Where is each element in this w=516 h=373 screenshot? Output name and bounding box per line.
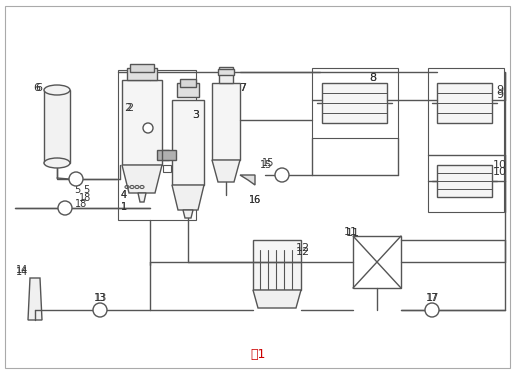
Text: 10: 10 xyxy=(493,160,507,170)
Polygon shape xyxy=(172,185,204,210)
Text: 7: 7 xyxy=(239,83,247,93)
Polygon shape xyxy=(122,165,162,193)
Text: 2: 2 xyxy=(126,103,134,113)
Text: 4: 4 xyxy=(121,190,127,200)
Text: 11: 11 xyxy=(346,228,360,238)
Bar xyxy=(163,165,171,172)
Text: 3: 3 xyxy=(192,110,200,120)
Text: 16: 16 xyxy=(249,195,261,205)
Circle shape xyxy=(425,303,439,317)
Polygon shape xyxy=(183,210,193,218)
Bar xyxy=(122,80,162,165)
Text: 11: 11 xyxy=(344,227,358,237)
Ellipse shape xyxy=(44,158,70,168)
Bar xyxy=(177,83,199,97)
Text: 18: 18 xyxy=(79,193,91,203)
Text: 16: 16 xyxy=(249,195,261,205)
Text: 8: 8 xyxy=(369,73,377,83)
Ellipse shape xyxy=(44,85,70,95)
Text: 6: 6 xyxy=(36,83,42,93)
Text: 4: 4 xyxy=(121,190,127,200)
Bar xyxy=(130,64,154,72)
Text: 1: 1 xyxy=(121,202,127,212)
Circle shape xyxy=(143,123,153,133)
Text: 7: 7 xyxy=(239,83,247,93)
Bar xyxy=(312,68,398,138)
Text: 12: 12 xyxy=(296,243,310,253)
Bar xyxy=(253,240,301,290)
Text: 5: 5 xyxy=(83,185,89,195)
Text: 1: 1 xyxy=(121,202,127,212)
Text: 2: 2 xyxy=(124,103,132,113)
Bar xyxy=(162,150,176,160)
Bar xyxy=(437,165,492,197)
Bar xyxy=(127,68,157,80)
Bar xyxy=(219,67,233,83)
Text: 15: 15 xyxy=(260,160,272,170)
Text: 3: 3 xyxy=(192,110,200,120)
Text: 14: 14 xyxy=(16,265,28,275)
Circle shape xyxy=(93,303,107,317)
Polygon shape xyxy=(28,278,42,320)
Text: 6: 6 xyxy=(34,83,40,93)
Text: 13: 13 xyxy=(94,293,106,303)
Text: 9: 9 xyxy=(496,90,504,100)
Polygon shape xyxy=(240,175,255,185)
Bar xyxy=(322,83,387,123)
Circle shape xyxy=(58,201,72,215)
Bar xyxy=(212,83,240,160)
Polygon shape xyxy=(253,290,301,308)
Bar xyxy=(118,70,196,220)
Bar xyxy=(218,69,234,75)
Bar xyxy=(180,79,196,87)
Bar xyxy=(44,90,70,163)
Text: 18: 18 xyxy=(75,199,87,209)
Text: 17: 17 xyxy=(426,293,438,303)
Bar xyxy=(157,150,169,160)
Text: 15: 15 xyxy=(262,158,274,168)
Bar xyxy=(172,100,204,185)
Text: 17: 17 xyxy=(427,293,439,303)
Text: 14: 14 xyxy=(16,267,28,277)
Text: 9: 9 xyxy=(496,85,504,95)
Text: 图1: 图1 xyxy=(250,348,266,361)
Text: 12: 12 xyxy=(296,247,310,257)
Bar xyxy=(353,236,401,288)
Bar xyxy=(428,68,504,212)
Bar xyxy=(437,83,492,123)
Polygon shape xyxy=(138,193,146,202)
Text: 8: 8 xyxy=(369,73,377,83)
Polygon shape xyxy=(212,160,240,182)
Text: 10: 10 xyxy=(493,167,507,177)
Text: 13: 13 xyxy=(95,293,107,303)
Circle shape xyxy=(275,168,289,182)
Text: 5: 5 xyxy=(74,185,80,195)
Circle shape xyxy=(69,172,83,186)
